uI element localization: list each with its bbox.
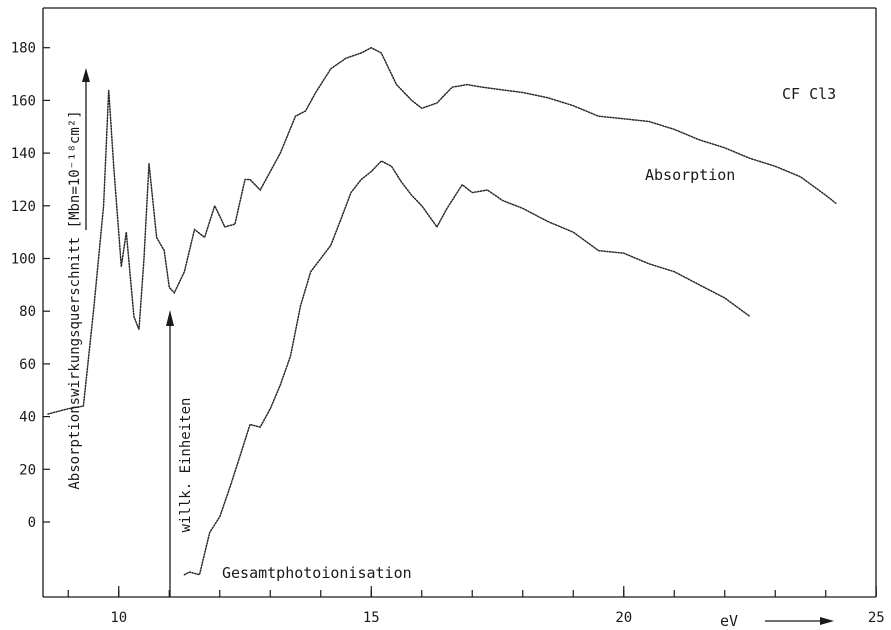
- series-layer: [47, 46, 837, 576]
- compound-title: CF Cl3: [782, 85, 836, 103]
- photoionization-curve-label: Gesamtphotoionisation: [222, 564, 412, 582]
- y-axis-label: Absorptionswirkungsquerschnitt [Mbn=10⁻¹…: [67, 110, 83, 489]
- y-axis-label-arrowhead: [82, 68, 90, 82]
- y-tick-label: 60: [19, 357, 36, 373]
- x-tick-label: 25: [868, 610, 885, 626]
- x-axis-label: eV: [720, 612, 738, 630]
- x-ticks: 10 15 20 25: [67, 586, 885, 626]
- x-tick-label: 20: [615, 610, 632, 626]
- y-tick-label: 140: [11, 146, 36, 162]
- absorption-curve-label: Absorption: [645, 166, 735, 184]
- y-ticks: 0 20 40 60 80 100 120 140 160 180: [11, 41, 50, 531]
- y-tick-label: 120: [11, 199, 36, 215]
- y-tick-label: 20: [19, 462, 36, 478]
- y-tick-label: 0: [28, 515, 36, 531]
- x-axis-label-arrowhead: [820, 617, 834, 625]
- y-tick-label: 180: [11, 41, 36, 57]
- arbitrary-units-arrowhead: [166, 310, 174, 326]
- arbitrary-units-label: willk. Einheiten: [178, 398, 194, 533]
- y-tick-label: 100: [11, 252, 36, 268]
- y-tick-label: 80: [19, 304, 36, 320]
- photoionization-series-line: [183, 160, 751, 576]
- x-tick-label: 15: [363, 610, 380, 626]
- y-tick-label: 40: [19, 410, 36, 426]
- y-tick-label: 160: [11, 93, 36, 109]
- absorption-series-line: [47, 46, 837, 415]
- x-tick-label: 10: [110, 610, 127, 626]
